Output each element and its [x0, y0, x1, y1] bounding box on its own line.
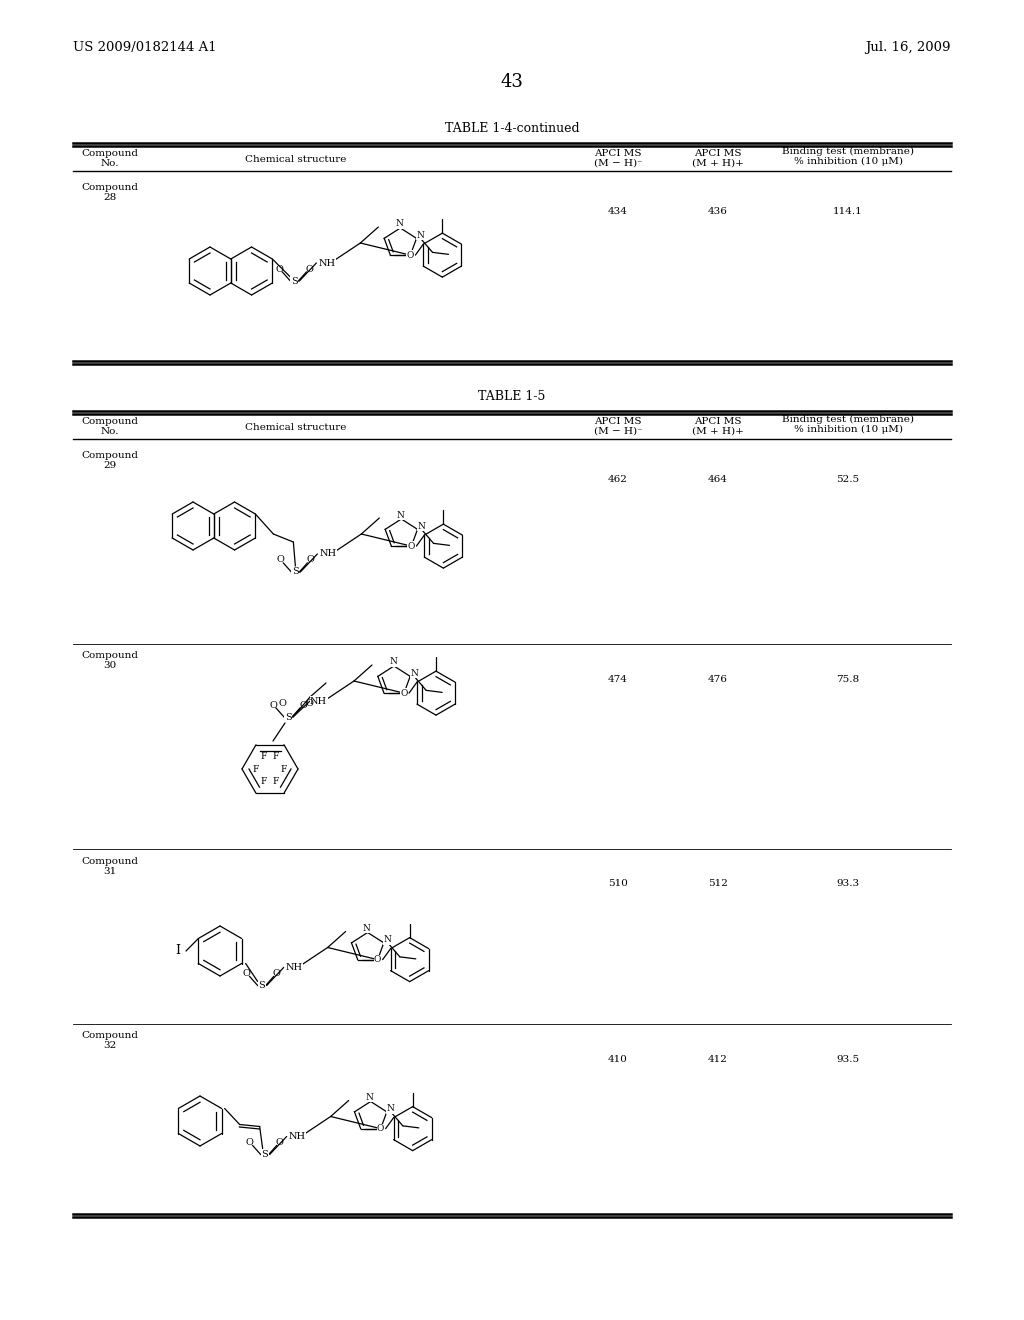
Text: N: N: [411, 669, 418, 678]
Text: N: N: [418, 521, 425, 531]
Text: 32: 32: [103, 1041, 117, 1051]
Text: (M − H)⁻: (M − H)⁻: [594, 426, 642, 436]
Text: F: F: [261, 752, 267, 762]
Text: F: F: [272, 776, 280, 785]
Text: Compound: Compound: [82, 417, 138, 426]
Text: % inhibition (10 μM): % inhibition (10 μM): [794, 157, 902, 165]
Text: Jul. 16, 2009: Jul. 16, 2009: [865, 41, 951, 54]
Text: APCI MS: APCI MS: [694, 149, 741, 157]
Text: APCI MS: APCI MS: [594, 149, 642, 157]
Text: O: O: [279, 700, 286, 709]
Text: 410: 410: [608, 1055, 628, 1064]
Text: Chemical structure: Chemical structure: [245, 422, 346, 432]
Text: Compound: Compound: [82, 149, 138, 158]
Text: F: F: [281, 764, 287, 774]
Text: 75.8: 75.8: [837, 675, 859, 684]
Text: N: N: [384, 936, 392, 944]
Text: 30: 30: [103, 661, 117, 671]
Text: 93.3: 93.3: [837, 879, 859, 888]
Text: O: O: [243, 969, 251, 978]
Text: US 2009/0182144 A1: US 2009/0182144 A1: [73, 41, 217, 54]
Text: O: O: [374, 956, 381, 964]
Text: O: O: [306, 556, 314, 565]
Text: O: O: [246, 1138, 254, 1147]
Text: Binding test (membrane): Binding test (membrane): [782, 147, 914, 156]
Text: 512: 512: [708, 879, 728, 888]
Text: 474: 474: [608, 675, 628, 684]
Text: N: N: [389, 657, 397, 667]
Text: F: F: [261, 776, 267, 785]
Text: F: F: [272, 752, 280, 762]
Text: 464: 464: [708, 474, 728, 483]
Text: TABLE 1-5: TABLE 1-5: [478, 389, 546, 403]
Text: O: O: [305, 264, 313, 273]
Text: N: N: [396, 511, 404, 520]
Text: Compound: Compound: [82, 451, 138, 461]
Text: (M + H)+: (M + H)+: [692, 426, 744, 436]
Text: 476: 476: [708, 675, 728, 684]
Text: NH: NH: [289, 1133, 306, 1140]
Text: NH: NH: [319, 549, 337, 558]
Text: I: I: [175, 945, 180, 957]
Text: 510: 510: [608, 879, 628, 888]
Text: O: O: [306, 700, 314, 709]
Text: Binding test (membrane): Binding test (membrane): [782, 414, 914, 424]
Text: 436: 436: [708, 206, 728, 215]
Text: O: O: [408, 541, 415, 550]
Text: O: O: [407, 251, 414, 260]
Text: TABLE 1-4-continued: TABLE 1-4-continued: [444, 121, 580, 135]
Text: Compound: Compound: [82, 183, 138, 193]
Text: NH: NH: [310, 697, 327, 705]
Text: N: N: [417, 231, 425, 240]
Text: No.: No.: [100, 160, 119, 169]
Text: No.: No.: [100, 428, 119, 437]
Text: (M + H)+: (M + H)+: [692, 158, 744, 168]
Text: 52.5: 52.5: [837, 474, 859, 483]
Text: 29: 29: [103, 462, 117, 470]
Text: 28: 28: [103, 194, 117, 202]
Text: N: N: [395, 219, 403, 228]
Text: % inhibition (10 μM): % inhibition (10 μM): [794, 425, 902, 433]
Text: O: O: [269, 701, 276, 710]
Text: Compound: Compound: [82, 1031, 138, 1040]
Text: 43: 43: [501, 73, 523, 91]
Text: O: O: [275, 264, 284, 273]
Text: N: N: [362, 924, 371, 933]
Text: 412: 412: [708, 1055, 728, 1064]
Text: S: S: [258, 981, 265, 990]
Text: S: S: [285, 713, 292, 722]
Text: S: S: [291, 276, 298, 285]
Text: NH: NH: [318, 259, 336, 268]
Text: 93.5: 93.5: [837, 1055, 859, 1064]
Text: S: S: [292, 568, 299, 577]
Text: 462: 462: [608, 474, 628, 483]
Text: Compound: Compound: [82, 857, 138, 866]
Text: 434: 434: [608, 206, 628, 215]
Text: S: S: [261, 1150, 268, 1159]
Text: O: O: [400, 689, 408, 698]
Text: O: O: [272, 969, 281, 978]
Text: 31: 31: [103, 866, 117, 875]
Text: APCI MS: APCI MS: [594, 417, 642, 425]
Text: 114.1: 114.1: [834, 206, 863, 215]
Text: N: N: [366, 1093, 374, 1102]
Text: F: F: [253, 764, 259, 774]
Text: O: O: [275, 1138, 284, 1147]
Text: NH: NH: [286, 964, 303, 972]
Text: O: O: [299, 701, 307, 710]
Text: N: N: [387, 1105, 395, 1113]
Text: O: O: [377, 1125, 384, 1133]
Text: APCI MS: APCI MS: [694, 417, 741, 425]
Text: (M − H)⁻: (M − H)⁻: [594, 158, 642, 168]
Text: Compound: Compound: [82, 652, 138, 660]
Text: Chemical structure: Chemical structure: [245, 154, 346, 164]
Text: O: O: [276, 556, 285, 565]
